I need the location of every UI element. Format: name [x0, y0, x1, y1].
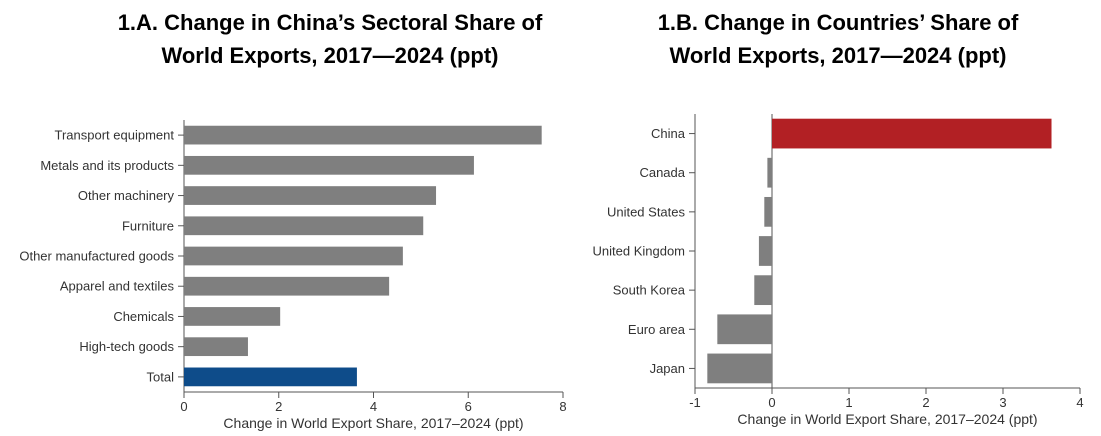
chart-b-title-line-2: World Exports, 2017—2024 (ppt): [669, 43, 1007, 68]
category-label: Transport equipment: [55, 128, 175, 143]
x-axis-title: Change in World Export Share, 2017–2024 …: [223, 415, 523, 431]
category-label: China: [651, 126, 686, 141]
category-label: Chemicals: [113, 309, 174, 324]
chart-a-title-line-1: 1.A. Change in China’s Sectoral Share of: [117, 10, 543, 35]
bar: [764, 196, 772, 227]
bar: [707, 353, 772, 384]
category-label: Furniture: [122, 218, 174, 233]
x-tick-label: 1: [845, 395, 852, 410]
category-label: Other manufactured goods: [19, 249, 174, 264]
x-tick-label: 2: [275, 399, 282, 414]
x-tick-label: 8: [559, 399, 566, 414]
bar: [184, 125, 542, 145]
category-label: United States: [607, 204, 686, 219]
category-label: Japan: [650, 361, 685, 376]
bar: [717, 314, 772, 345]
bar: [184, 276, 390, 296]
category-label: High-tech goods: [79, 339, 174, 354]
category-label: Total: [147, 369, 175, 384]
bar: [184, 307, 281, 326]
chart-a-title-line-2: World Exports, 2017—2024 (ppt): [161, 43, 499, 68]
bar: [767, 157, 772, 188]
category-label: Apparel and textiles: [60, 279, 175, 294]
x-tick-label: 4: [1076, 395, 1083, 410]
bar: [184, 337, 248, 357]
bar: [758, 236, 772, 266]
category-label: Canada: [639, 165, 685, 180]
bar: [772, 118, 1052, 149]
x-tick-label: -1: [689, 395, 701, 410]
chart-a-title: 1.A. Change in China’s Sectoral Share of…: [70, 6, 590, 72]
category-label: South Korea: [613, 283, 686, 298]
chart-b-title-line-1: 1.B. Change in Countries’ Share of: [657, 10, 1019, 35]
x-axis-title: Change in World Export Share, 2017–2024 …: [737, 411, 1037, 427]
x-tick-label: 0: [180, 399, 187, 414]
category-label: Euro area: [628, 322, 686, 337]
category-label: Metals and its products: [40, 158, 174, 173]
bar: [184, 216, 424, 236]
x-tick-label: 6: [465, 399, 472, 414]
x-tick-label: 0: [768, 395, 775, 410]
bar: [184, 246, 403, 266]
category-label: Other machinery: [78, 188, 175, 203]
bar: [184, 186, 437, 205]
x-tick-label: 3: [999, 395, 1006, 410]
x-tick-label: 4: [370, 399, 377, 414]
bar: [184, 155, 474, 175]
chart-b-title: 1.B. Change in Countries’ Share of World…: [618, 6, 1058, 72]
x-tick-label: 2: [922, 395, 929, 410]
bar: [754, 275, 772, 306]
bar: [184, 367, 357, 387]
category-label: United Kingdom: [593, 244, 686, 259]
